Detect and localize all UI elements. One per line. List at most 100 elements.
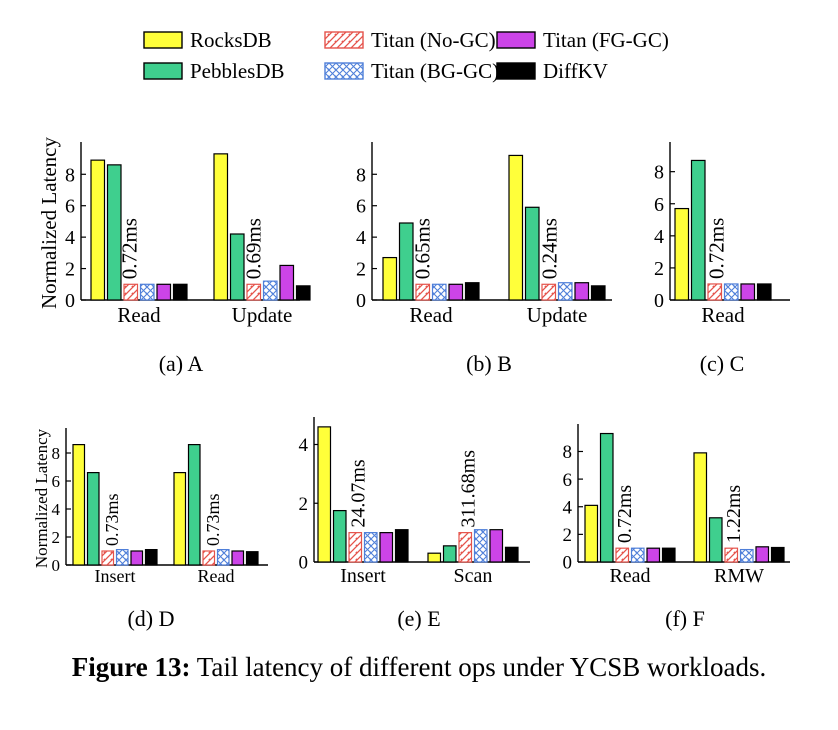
legend-label: RocksDB	[190, 28, 272, 52]
data-label-annotation: 0.72ms	[614, 485, 636, 544]
bar-titan-bg-gc-scan	[473, 529, 488, 563]
legend-label: DiffKV	[543, 59, 608, 83]
legend-label: Titan (FG-GC)	[543, 28, 669, 52]
data-label-annotation: 1.22ms	[723, 485, 745, 544]
y-tick-label: 4	[65, 227, 75, 249]
bar-titan-fg-gc-read	[156, 283, 172, 301]
bar-group-rmw	[693, 452, 785, 563]
category-label: Read	[198, 566, 235, 586]
data-label-annotation: 0.72ms	[705, 218, 729, 279]
data-label-annotation: 24.07ms	[347, 459, 369, 528]
bar-pebblesdb-insert	[332, 509, 347, 563]
bar-titan-fg-gc-insert	[379, 532, 394, 563]
bar-diffkv-read	[464, 282, 480, 301]
data-label-annotation: 311.68ms	[457, 450, 479, 528]
bar-group-update	[213, 153, 311, 301]
bar-rocksdb-update	[508, 154, 524, 301]
category-label: Update	[527, 303, 588, 327]
bar-titan-no-gc-rmw	[724, 547, 739, 563]
legend-item-titan-fg-gc: Titan (FG-GC)	[496, 28, 669, 52]
y-tick-label: 8	[563, 442, 573, 463]
bar-titan-no-gc-scan	[458, 532, 473, 563]
y-tick-label: 0	[563, 553, 573, 574]
data-label-annotation: 0.65ms	[411, 218, 435, 279]
bar-diffkv-insert	[394, 529, 409, 563]
panel-caption: (b) B	[466, 351, 512, 376]
bar-group-read	[382, 222, 480, 301]
bar-titan-no-gc-insert	[348, 532, 363, 563]
bar-group-scan	[427, 529, 519, 563]
y-tick-label: 8	[65, 164, 75, 186]
y-tick-label: 6	[52, 472, 61, 491]
bar-pebblesdb-read	[398, 222, 414, 301]
legend-swatch	[496, 62, 536, 80]
bar-group-insert	[317, 426, 409, 563]
chart-panel-b: 0 2 4 6 8 Read 0.65ms Update 0.24ms (b) B	[356, 142, 612, 376]
bar-titan-bg-gc-read	[139, 283, 155, 301]
bar-titan-bg-gc-rmw	[739, 548, 754, 563]
y-axis-label: Normalized Latency	[37, 137, 61, 309]
category-label: Read	[701, 303, 745, 327]
data-label-annotation: 0.69ms	[242, 218, 266, 279]
bar-rocksdb-read	[674, 207, 690, 301]
bar-rocksdb-scan	[427, 552, 442, 563]
bar-rocksdb-insert	[72, 444, 86, 566]
bar-titan-bg-gc-update	[557, 282, 573, 301]
category-label: Read	[117, 303, 161, 327]
y-tick-label: 2	[563, 525, 573, 546]
y-tick-label: 6	[563, 470, 573, 491]
bar-diffkv-rmw	[770, 546, 785, 563]
chart-panel-f: 0 2 4 6 8 Read 0.72ms RMW 1.22ms (f) F	[563, 424, 790, 631]
category-label: Read	[409, 303, 453, 327]
panel-caption: (a) A	[159, 351, 204, 376]
bar-group-read	[90, 159, 188, 301]
chart-panel-e: 0 2 4 Insert 24.07ms Scan 311.68ms (e) E	[299, 417, 530, 631]
y-tick-label: 0	[356, 290, 366, 312]
y-tick-label: 2	[356, 259, 366, 281]
bar-diffkv-read	[756, 283, 772, 301]
category-label: Scan	[454, 565, 493, 587]
bar-titan-no-gc-read	[707, 283, 723, 301]
legend-item-titan-no-gc: Titan (No-GC)	[324, 28, 496, 52]
bar-rocksdb-read	[382, 256, 398, 301]
bar-pebblesdb-rmw	[708, 517, 723, 563]
data-label-annotation: 0.24ms	[538, 218, 562, 279]
chart-panel-c: 0 2 4 6 8 Read 0.72ms (c) C	[654, 142, 790, 376]
bar-titan-bg-gc-read	[431, 283, 447, 301]
bar-titan-bg-gc-read	[723, 283, 739, 301]
bar-pebblesdb-read	[187, 444, 201, 566]
legend-swatch	[143, 62, 183, 80]
legend: RocksDB PebblesDB Titan (No-GC) Titan (BG-G…	[143, 28, 669, 83]
legend-item-diffkv: DiffKV	[496, 59, 608, 83]
bar-titan-fg-gc-read	[231, 550, 245, 566]
bar-titan-fg-gc-read	[646, 547, 661, 563]
legend-swatch	[496, 31, 536, 49]
bar-diffkv-update	[590, 285, 606, 301]
bar-pebblesdb-read	[690, 159, 706, 301]
bar-rocksdb-insert	[317, 426, 332, 563]
figure-caption-text: Tail latency of different ops under YCSB…	[190, 652, 767, 682]
bar-rocksdb-rmw	[693, 452, 708, 563]
legend-swatch	[143, 31, 183, 49]
data-label-annotation: 0.73ms	[102, 493, 122, 546]
legend-label: Titan (No-GC)	[371, 28, 496, 52]
bar-titan-no-gc-read	[123, 283, 139, 301]
legend-swatch	[324, 62, 364, 80]
legend-item-titan-bg-gc: Titan (BG-GC)	[324, 59, 499, 83]
legend-swatch	[324, 31, 364, 49]
bar-titan-bg-gc-insert	[363, 532, 378, 563]
bar-pebblesdb-insert	[86, 472, 100, 566]
y-tick-label: 0	[52, 556, 61, 575]
data-label-annotation: 0.73ms	[203, 493, 223, 546]
bar-pebblesdb-scan	[442, 545, 457, 563]
y-tick-label: 0	[299, 553, 309, 574]
y-tick-label: 2	[52, 528, 61, 547]
bar-pebblesdb-read	[106, 164, 122, 301]
bar-titan-bg-gc-read	[216, 548, 230, 566]
bar-titan-fg-gc-update	[574, 282, 590, 301]
bar-titan-no-gc-update	[246, 283, 262, 301]
y-tick-label: 4	[299, 435, 309, 456]
category-label: Read	[609, 565, 650, 587]
